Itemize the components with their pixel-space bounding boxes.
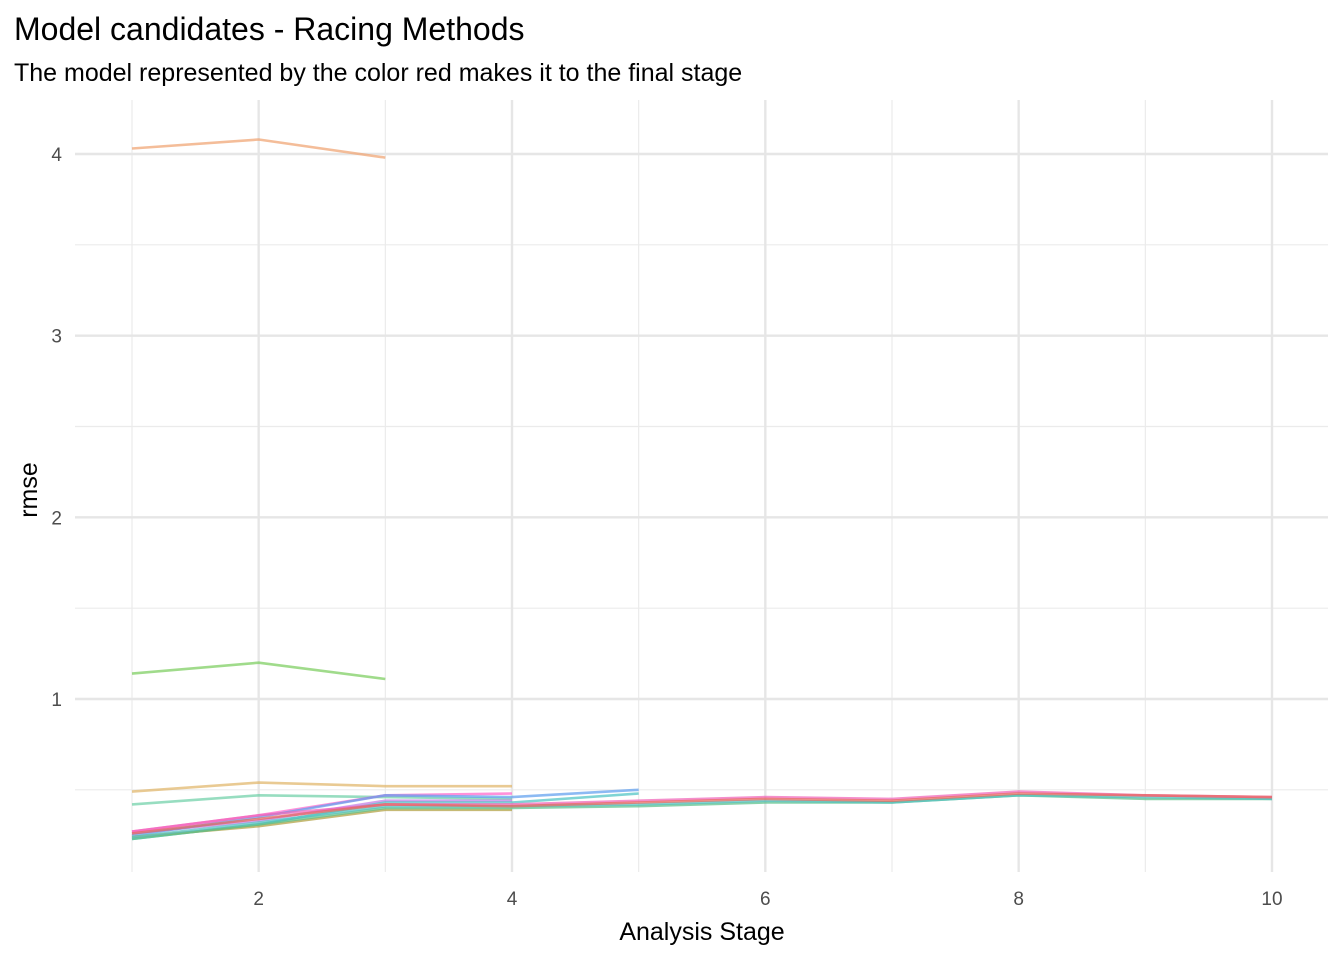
x-tick-label: 4 [507, 889, 518, 910]
series-line-11 [131, 793, 1273, 839]
x-axis-ticks: 2 4 6 8 10 [253, 889, 1282, 910]
chart-subtitle: The model represented by the color red m… [14, 59, 743, 87]
series-line-3 [131, 781, 512, 793]
chart-title: Model candidates - Racing Methods [14, 11, 525, 47]
series-lines [131, 138, 1273, 841]
x-tick-label: 8 [1013, 889, 1024, 910]
series-line-13 [131, 792, 1273, 835]
x-tick-label: 6 [760, 889, 771, 910]
y-axis-ticks: 1 2 3 4 [51, 145, 62, 711]
y-axis-label: rmse [15, 462, 43, 518]
y-tick-label: 2 [51, 508, 62, 529]
y-tick-label: 3 [51, 327, 62, 348]
x-tick-label: 2 [253, 889, 264, 910]
series-line-4 [131, 793, 513, 806]
grid-lines [75, 100, 1328, 872]
series-line-2 [131, 661, 386, 681]
y-tick-label: 1 [51, 690, 62, 711]
x-tick-label: 10 [1261, 889, 1282, 910]
y-tick-label: 4 [51, 145, 62, 166]
x-axis-label: Analysis Stage [619, 918, 784, 946]
series-line-1 [131, 138, 386, 159]
